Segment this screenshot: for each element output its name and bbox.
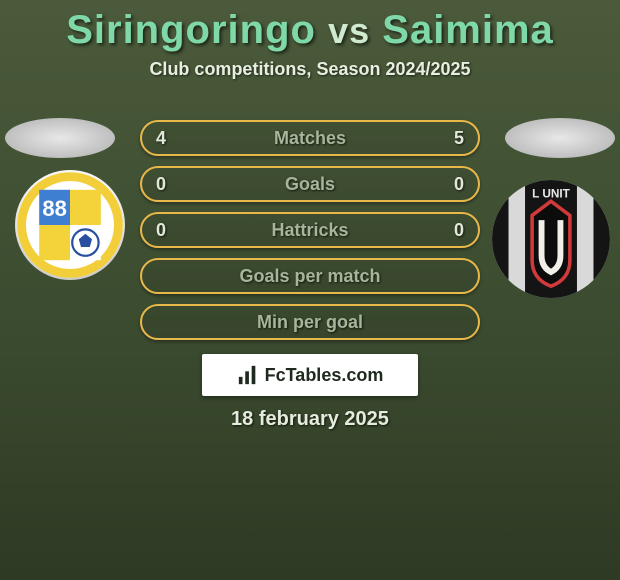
subtitle: Club competitions, Season 2024/2025 <box>0 59 620 80</box>
crest-left-number: 88 <box>42 196 66 221</box>
stat-right-value: 0 <box>444 174 464 195</box>
club-crest-left: 88 <box>15 170 125 280</box>
title: Siringoringo vs Saimima <box>0 0 620 53</box>
stat-label: Goals per match <box>176 266 444 287</box>
stat-left-value: 0 <box>156 174 176 195</box>
stat-row-matches: 4 Matches 5 <box>140 120 480 156</box>
soccer-ball-icon <box>72 229 98 255</box>
watermark: FcTables.com <box>202 354 418 396</box>
title-left: Siringoringo <box>66 8 316 52</box>
stat-left-value: 4 <box>156 128 176 149</box>
bar-chart-icon <box>237 364 259 386</box>
club-crest-right: L UNIT <box>492 180 610 298</box>
stat-left-value: 0 <box>156 220 176 241</box>
stat-label: Min per goal <box>176 312 444 333</box>
stat-row-goals: 0 Goals 0 <box>140 166 480 202</box>
title-vs: vs <box>328 10 370 51</box>
stats-rows: 4 Matches 5 0 Goals 0 0 Hattricks 0 Goal… <box>140 120 480 350</box>
avatar-placeholder-left <box>5 118 115 158</box>
title-right: Saimima <box>382 8 554 52</box>
stat-label: Matches <box>176 128 444 149</box>
stat-row-goals-per-match: Goals per match <box>140 258 480 294</box>
avatar-placeholder-right <box>505 118 615 158</box>
stat-row-hattricks: 0 Hattricks 0 <box>140 212 480 248</box>
watermark-text: FcTables.com <box>265 365 384 386</box>
date: 18 february 2025 <box>0 408 620 431</box>
stat-right-value: 5 <box>444 128 464 149</box>
stat-label: Hattricks <box>176 220 444 241</box>
stat-right-value: 0 <box>444 220 464 241</box>
crest-right-text: L UNIT <box>532 188 571 201</box>
stat-label: Goals <box>176 174 444 195</box>
stat-row-min-per-goal: Min per goal <box>140 304 480 340</box>
